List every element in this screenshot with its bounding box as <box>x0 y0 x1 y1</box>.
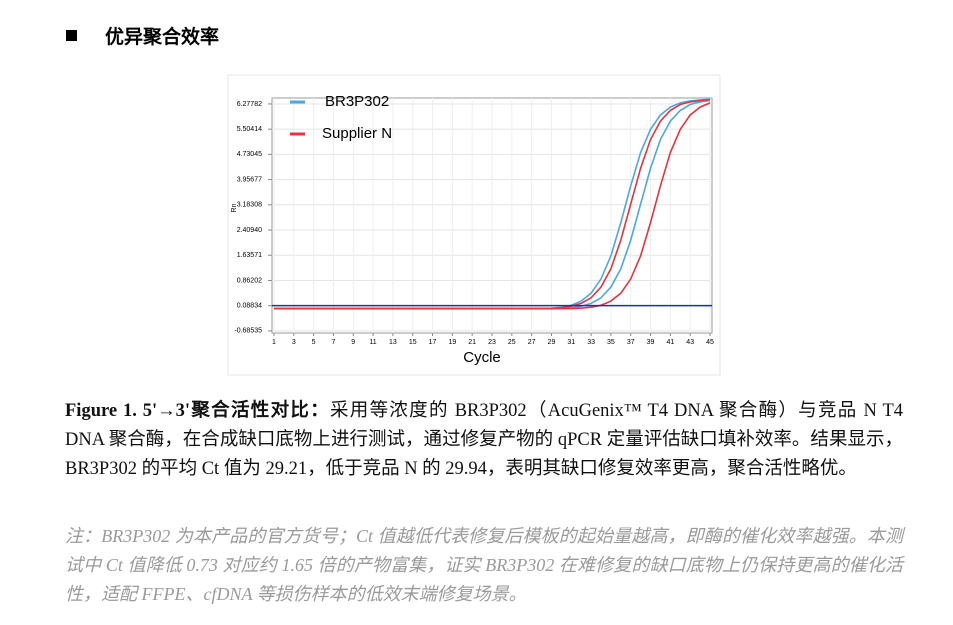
x-tick-label: 43 <box>686 339 694 346</box>
y-tick-label: 1.63571 <box>237 252 262 259</box>
x-tick-label: 13 <box>389 339 397 346</box>
y-tick-label: 4.73045 <box>237 151 262 158</box>
heading-text: 优异聚合效率 <box>105 26 220 48</box>
caption-text: 采用等浓度的 BR3P302（AcuGenix™ T4 DNA 聚合酶）与竞品 … <box>65 401 903 479</box>
x-tick-label: 19 <box>448 339 456 346</box>
legend-label: Supplier N <box>322 125 392 142</box>
x-tick-label: 3 <box>292 339 296 346</box>
x-tick-label: 41 <box>666 339 674 346</box>
x-tick-label: 5 <box>312 339 316 346</box>
x-tick-label: 1 <box>272 339 276 346</box>
x-tick-label: 33 <box>587 339 595 346</box>
x-tick-label: 9 <box>351 339 355 346</box>
x-tick-label: 23 <box>488 339 496 346</box>
x-axis-label: Cycle <box>463 349 501 366</box>
x-tick-label: 45 <box>706 339 714 346</box>
x-tick-label: 17 <box>429 339 437 346</box>
x-tick-label: 37 <box>627 339 635 346</box>
figure-caption: Figure 1. 5'→3'聚合活性对比：采用等浓度的 BR3P302（Acu… <box>65 397 903 484</box>
y-axis-label: Rn <box>231 203 238 212</box>
y-tick-label: -0.68535 <box>234 328 262 335</box>
bullet-square <box>66 30 77 41</box>
y-tick-label: 3.95677 <box>237 176 262 183</box>
y-tick-label: 0.86202 <box>237 277 262 284</box>
amplification-curve <box>273 102 711 310</box>
x-tick-label: 21 <box>468 339 476 346</box>
caption-label: Figure 1. 5'→3'聚合活性对比： <box>65 401 330 421</box>
y-tick-label: 3.18308 <box>237 202 262 209</box>
x-tick-label: 35 <box>607 339 615 346</box>
x-tick-label: 7 <box>331 339 335 346</box>
x-tick-label: 15 <box>409 339 417 346</box>
section-heading: 优异聚合效率 <box>66 22 219 49</box>
figure-note: 注：BR3P302 为本产品的官方货号；Ct 值越低代表修复后模板的起始量越高，… <box>65 526 903 604</box>
x-tick-label: 25 <box>508 339 516 346</box>
x-tick-label: 29 <box>548 339 556 346</box>
y-tick-label: 5.50414 <box>237 126 262 133</box>
legend-label: BR3P302 <box>325 93 389 110</box>
x-tick-label: 11 <box>369 339 376 346</box>
x-tick-label: 39 <box>647 339 655 346</box>
y-tick-label: 0.08834 <box>237 303 262 310</box>
y-tick-label: 6.27782 <box>237 101 262 108</box>
chart: Cycle Rn -0.68535 0.08834 0.86202 1.63571 2.… <box>227 74 721 376</box>
x-tick-label: 27 <box>528 339 536 346</box>
x-tick-label: 31 <box>567 339 575 346</box>
y-tick-label: 2.40940 <box>237 227 262 234</box>
